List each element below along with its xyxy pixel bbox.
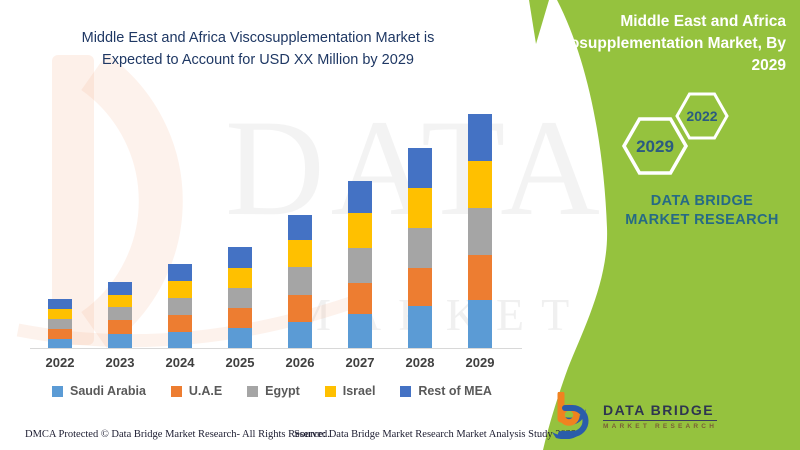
- bar-segment: [348, 314, 372, 348]
- legend-item: Israel: [324, 384, 376, 398]
- bar-segment: [348, 181, 372, 213]
- bar-segment: [468, 114, 492, 161]
- legend-label: Saudi Arabia: [70, 384, 146, 398]
- bar-segment: [408, 306, 432, 348]
- x-axis-label: 2028: [405, 355, 435, 370]
- bar-segment: [468, 300, 492, 348]
- legend-marker: [400, 385, 412, 397]
- x-axis-label: 2025: [225, 355, 255, 370]
- bar-segment: [288, 322, 312, 348]
- bar-segment: [108, 295, 132, 307]
- legend-label: Rest of MEA: [418, 384, 492, 398]
- hexagon-2029: [621, 117, 689, 175]
- legend-label: Egypt: [265, 384, 300, 398]
- year-hexagons: 2029 2022: [621, 92, 729, 175]
- bar-segment: [348, 213, 372, 248]
- bar-segment: [348, 248, 372, 283]
- bar-segment: [408, 148, 432, 188]
- legend-marker: [170, 385, 182, 397]
- bar-segment: [228, 288, 252, 308]
- x-axis-label: 2027: [345, 355, 375, 370]
- x-axis-label: 2026: [285, 355, 315, 370]
- stacked-bar-2024: [168, 264, 192, 348]
- dmca-notice: DMCA Protected © Data Bridge Market Rese…: [25, 429, 330, 440]
- source-note: Source: Data Bridge Market Research Mark…: [294, 429, 577, 440]
- legend-marker: [324, 385, 336, 397]
- bar-segment: [228, 308, 252, 328]
- chart-title: Middle East and Africa Viscosupplementat…: [81, 30, 435, 69]
- x-axis-line: [30, 348, 522, 349]
- legend-marker: [247, 385, 259, 397]
- bar-segment: [108, 282, 132, 295]
- bar-segment: [228, 247, 252, 268]
- bar-segment: [228, 328, 252, 348]
- bar-segment: [168, 332, 192, 348]
- bar-segment: [288, 267, 312, 295]
- side-panel-title: Middle East and Africa Viscosupplementat…: [538, 13, 786, 74]
- stacked-bar-2027: [348, 181, 372, 348]
- bar-segment: [48, 339, 72, 348]
- bar-segment: [228, 268, 252, 288]
- bar-segment: [168, 264, 192, 281]
- legend-label: Israel: [342, 384, 376, 398]
- legend-marker: [52, 385, 63, 397]
- bar-segment: [288, 215, 312, 240]
- bar-segment: [468, 208, 492, 255]
- legend-label: U.A.E: [188, 384, 223, 398]
- stacked-bar-2023: [108, 282, 132, 348]
- legend-item: Egypt: [247, 384, 300, 398]
- bar-segment: [168, 315, 192, 332]
- bar-segment: [168, 281, 192, 298]
- stacked-bar-2022: [48, 299, 72, 348]
- bar-segment: [48, 319, 72, 329]
- stacked-bar-2029: [468, 114, 492, 348]
- legend-item: Rest of MEA: [400, 384, 492, 398]
- bar-segment: [408, 228, 432, 268]
- stacked-bar-2028: [408, 148, 432, 348]
- stacked-bar-2026: [288, 215, 312, 348]
- chart-legend: Saudi Arabia U.A.E Egypt Israel Rest of MEA: [52, 384, 492, 398]
- bar-segment: [108, 334, 132, 348]
- hexagon-2029-label: 2029: [636, 137, 674, 156]
- legend-item: U.A.E: [170, 384, 223, 398]
- bar-segment: [108, 307, 132, 320]
- legend-item: Saudi Arabia: [52, 384, 146, 398]
- bar-segment: [408, 268, 432, 306]
- bar-segment: [468, 161, 492, 208]
- side-panel-brand-text: DATA BRIDGE MARKET RESEARCH: [625, 193, 779, 229]
- bar-segment: [168, 298, 192, 315]
- hexagon-2022: [675, 92, 729, 140]
- logo-sub-text: MARKET RESEARCH: [603, 422, 718, 430]
- bar-segment: [408, 188, 432, 228]
- stacked-bar-2025: [228, 247, 252, 348]
- bar-segment: [468, 255, 492, 300]
- bar-segment: [108, 320, 132, 334]
- bar-segment: [48, 299, 72, 309]
- logo-name-text: DATA BRIDGE: [603, 402, 718, 421]
- company-logo: DATA BRIDGE MARKET RESEARCH: [552, 392, 718, 439]
- bar-segment: [348, 283, 372, 314]
- hexagon-2022-label: 2022: [686, 108, 717, 124]
- x-axis-label: 2024: [165, 355, 195, 370]
- x-axis-label: 2029: [465, 355, 495, 370]
- x-axis-label: 2022: [45, 355, 75, 370]
- bar-segment: [48, 329, 72, 339]
- x-axis-label: 2023: [105, 355, 135, 370]
- bar-segment: [288, 240, 312, 267]
- data-bridge-logo-icon: [552, 392, 589, 439]
- bar-segment: [48, 309, 72, 319]
- bar-segment: [288, 295, 312, 322]
